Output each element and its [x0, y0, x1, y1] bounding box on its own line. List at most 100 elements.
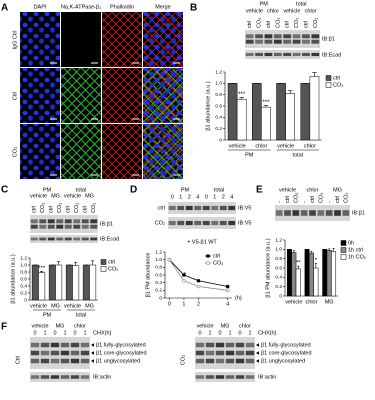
- x-tick-label: vehicle: [64, 303, 81, 309]
- blot: [30, 215, 98, 233]
- x-tick-label: MG: [51, 303, 60, 309]
- lane-label: 2: [222, 194, 225, 200]
- band: [30, 358, 40, 364]
- band: [325, 210, 333, 216]
- bar: [65, 264, 73, 301]
- band: [245, 358, 255, 364]
- y-tick-label: 0.6: [215, 103, 222, 109]
- blot: [168, 217, 236, 229]
- y-tick-label: 0.4: [155, 280, 162, 286]
- lane-label: ctrl: [310, 196, 316, 203]
- row-label: IgG Ctrl: [12, 31, 18, 50]
- x-axis-label: (h): [235, 295, 242, 301]
- lane-label: 1: [208, 330, 211, 336]
- treatment-label: chlor: [305, 8, 317, 14]
- legend-label: 0h: [348, 240, 354, 246]
- lane-label: ctrl: [335, 196, 341, 203]
- lane-label: CO₂: [343, 193, 349, 203]
- band: [73, 219, 81, 224]
- band: [177, 205, 185, 211]
- band: [219, 220, 227, 226]
- y-tick-label: 0.6: [275, 265, 282, 271]
- y-tick-label: 0.8: [215, 92, 222, 98]
- band: [80, 375, 90, 379]
- treatment-label: chlor: [74, 323, 86, 329]
- treatment-label: MG: [51, 193, 60, 199]
- band: [39, 237, 47, 241]
- y-tick-label: 0.6: [20, 276, 27, 282]
- legend-label: CO₂: [333, 82, 343, 88]
- band: [202, 220, 210, 226]
- lane-label: ctrl: [303, 21, 309, 28]
- y-tick-label: 0: [279, 293, 282, 299]
- band: [195, 358, 205, 364]
- y-tick-label: 0.4: [275, 275, 282, 281]
- band: [225, 358, 235, 364]
- band: [302, 39, 310, 44]
- band: [219, 205, 227, 211]
- legend-label: 1h CO₂: [348, 254, 366, 260]
- bar: [48, 264, 56, 301]
- band: [334, 210, 341, 216]
- band: [211, 205, 219, 211]
- stain: [20, 124, 60, 179]
- legend-label: 1h ctrl: [348, 247, 363, 253]
- band: [64, 237, 72, 241]
- band: [284, 210, 291, 216]
- legend-swatch: [340, 254, 347, 260]
- group-label: total: [296, 1, 306, 7]
- band: [60, 358, 70, 364]
- legend-label: ctrl: [213, 253, 220, 259]
- x-tick-label: vehicle: [285, 299, 302, 305]
- x-tick-label: MG: [85, 303, 94, 309]
- lane-label: CO₂: [313, 18, 319, 28]
- x-tick-label: 4: [226, 301, 229, 307]
- band: [30, 237, 38, 241]
- group-label: total: [76, 187, 86, 193]
- band: [30, 350, 40, 356]
- band-label: β1 fully-glycosylated: [96, 342, 146, 348]
- bar: [286, 249, 292, 297]
- band: [225, 350, 235, 356]
- bar: [322, 249, 328, 297]
- y-tick-label: 0: [159, 295, 162, 301]
- point: [225, 284, 230, 289]
- y-tick-label: 1.2: [155, 249, 162, 255]
- band: [245, 350, 255, 356]
- y-tick-label: 0.2: [20, 290, 27, 296]
- legend-swatch: [340, 247, 347, 253]
- band: [70, 350, 80, 356]
- series-line: [169, 259, 228, 287]
- band-arrow: [91, 359, 94, 363]
- row-label: Ctrl: [12, 92, 18, 101]
- column-header: Merge: [155, 4, 171, 10]
- lane-label: -: [302, 201, 308, 203]
- bar: [295, 268, 301, 297]
- band-label: β1 unglycosylated: [96, 358, 140, 364]
- bar: [285, 93, 295, 141]
- band: [80, 350, 90, 356]
- stain: [102, 124, 142, 179]
- stain: [20, 12, 60, 67]
- y-axis-label: β1 PM abundance (a.u.): [265, 238, 271, 297]
- legend-swatch: [100, 259, 107, 265]
- legend-label: CO₂: [213, 260, 223, 266]
- treatment-label: vehicle: [279, 187, 296, 193]
- band: [60, 375, 70, 379]
- bar: [261, 106, 271, 141]
- lane-label: 1: [63, 330, 66, 336]
- x-tick-label: vehicle: [277, 143, 294, 149]
- band: [194, 220, 202, 226]
- band: [39, 219, 47, 224]
- band: [56, 237, 64, 241]
- lane-label: ctrl: [266, 21, 272, 28]
- band: [195, 350, 205, 356]
- bar: [252, 83, 262, 141]
- band: [273, 34, 282, 39]
- y-tick-label: 0: [24, 297, 27, 303]
- lane-label: 0: [33, 330, 36, 336]
- treatment-label: MG: [333, 187, 342, 193]
- stain: [102, 12, 142, 67]
- treatment-label: MG: [85, 193, 94, 199]
